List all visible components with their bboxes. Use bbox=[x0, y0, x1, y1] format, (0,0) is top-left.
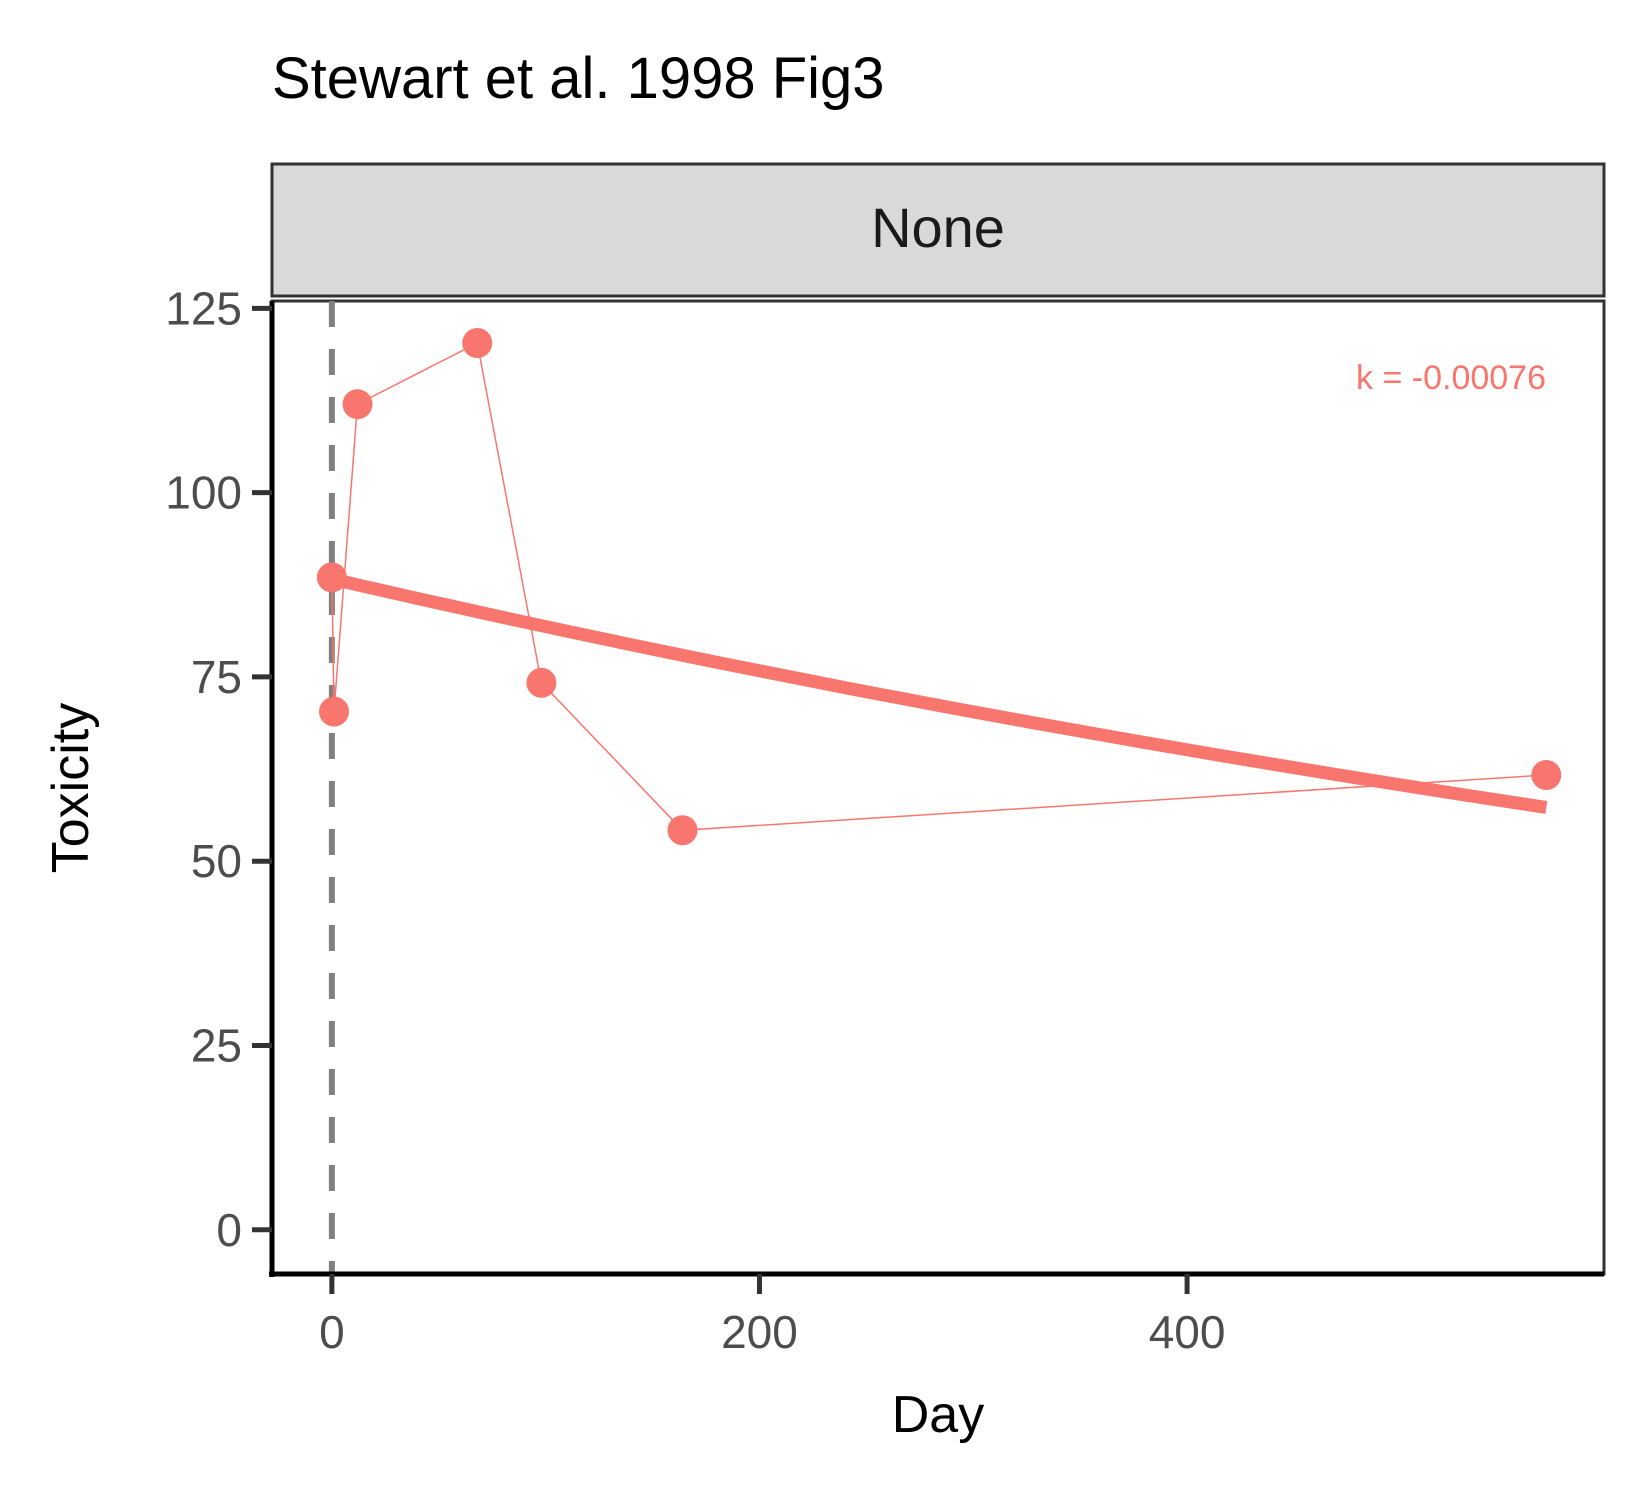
y-axis-title: Toxicity bbox=[42, 703, 100, 873]
facet-strip-label: None bbox=[871, 196, 1005, 259]
y-tick-label: 25 bbox=[191, 1019, 242, 1071]
y-tick-label: 0 bbox=[216, 1204, 242, 1256]
y-axis-ticks: 0 25 50 75 100 125 bbox=[165, 282, 272, 1255]
data-point bbox=[343, 389, 373, 419]
x-tick-label: 400 bbox=[1149, 1306, 1226, 1358]
rate-annotation: k = -0.00076 bbox=[1356, 359, 1546, 397]
y-tick-label: 100 bbox=[165, 467, 242, 519]
data-point bbox=[462, 328, 492, 358]
y-tick-label: 125 bbox=[165, 282, 242, 334]
data-point bbox=[668, 815, 698, 845]
x-axis-title: Day bbox=[892, 1386, 984, 1444]
data-point bbox=[319, 697, 349, 727]
y-tick-label: 50 bbox=[191, 835, 242, 887]
x-tick-label: 200 bbox=[721, 1306, 798, 1358]
y-tick-label: 75 bbox=[191, 651, 242, 703]
chart-title: Stewart et al. 1998 Fig3 bbox=[272, 46, 885, 111]
data-point bbox=[1531, 760, 1561, 790]
data-point bbox=[317, 562, 347, 592]
x-axis-ticks: 0 200 400 bbox=[319, 1274, 1225, 1358]
data-point bbox=[526, 668, 556, 698]
x-tick-label: 0 bbox=[319, 1306, 345, 1358]
